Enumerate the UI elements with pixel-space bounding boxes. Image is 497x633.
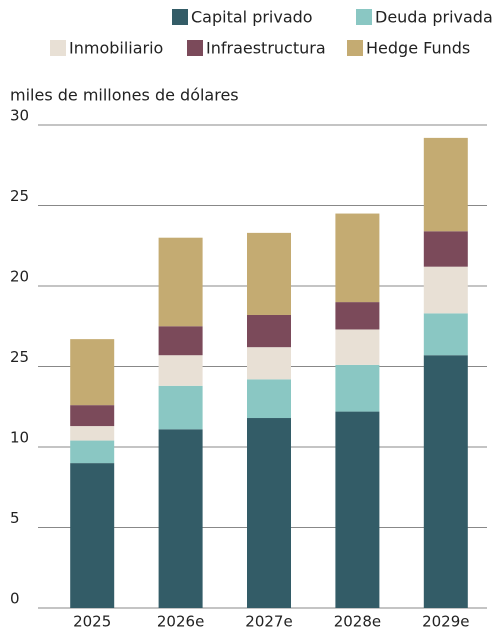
- bar-segment: [423, 313, 468, 356]
- bar-segment: [247, 379, 291, 419]
- bar-segment: [70, 405, 115, 427]
- y-tick-label: 10: [10, 429, 29, 447]
- bar-segment: [70, 463, 115, 608]
- x-tick-label: 2025: [73, 613, 111, 631]
- bar-segment: [423, 137, 468, 232]
- y-tick-label: 20: [10, 268, 29, 286]
- bar-segment: [158, 355, 203, 386]
- bar-segment: [423, 355, 468, 608]
- legend-label: Capital privado: [191, 8, 313, 27]
- x-tick-label: 2029e: [422, 613, 469, 631]
- legend-label: Hedge Funds: [366, 39, 470, 58]
- bar-segment: [70, 426, 115, 441]
- x-tick-label: 2026e: [157, 613, 204, 631]
- legend-swatch: [50, 40, 66, 56]
- bar-segment: [70, 339, 115, 406]
- legend-swatch: [172, 9, 188, 25]
- bar-segment: [158, 326, 203, 356]
- bar-segment: [247, 418, 291, 608]
- bar-segment: [335, 411, 380, 608]
- bar-segment: [335, 329, 380, 365]
- legend-swatch: [347, 40, 363, 56]
- legend-swatch: [187, 40, 203, 56]
- legend-swatch: [356, 9, 372, 25]
- bar-segment: [247, 314, 291, 348]
- bar-segment: [335, 213, 380, 303]
- legend-label: Inmobiliario: [69, 39, 163, 58]
- bar-segment: [423, 231, 468, 267]
- bar-segment: [247, 232, 291, 315]
- y-tick-label: 30: [10, 107, 29, 125]
- x-tick-label: 2027e: [245, 613, 292, 631]
- bar-segment: [70, 440, 115, 464]
- legend-label: Infraestructura: [206, 39, 326, 58]
- legend-label: Deuda privada: [375, 8, 493, 27]
- bar-segment: [158, 385, 203, 430]
- x-tick-label: 2028e: [334, 613, 381, 631]
- bar-segment: [335, 364, 380, 412]
- bar-segment: [335, 302, 380, 330]
- bar-segment: [423, 266, 468, 314]
- y-axis-label: miles de millones de dólares: [10, 86, 239, 105]
- y-tick-label: 5: [10, 509, 20, 527]
- y-tick-label: 25: [10, 348, 29, 366]
- bar-segment: [158, 429, 203, 608]
- bar-segment: [247, 347, 291, 380]
- bar-segment: [158, 237, 203, 327]
- y-tick-label: 0: [10, 590, 20, 608]
- y-tick-label: 25: [10, 187, 29, 205]
